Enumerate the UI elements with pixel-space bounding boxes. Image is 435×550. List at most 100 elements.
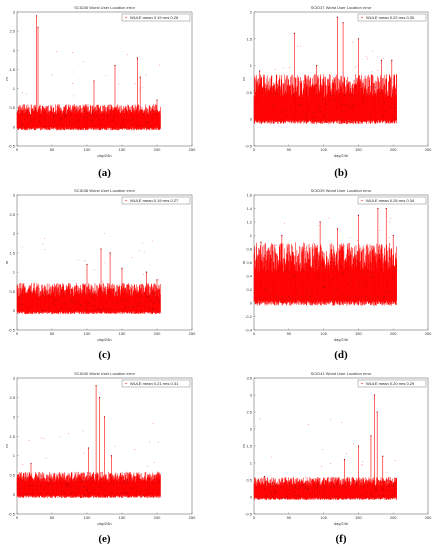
data-point <box>357 104 358 106</box>
data-point <box>366 282 367 284</box>
legend-entry: WULE mean 0.19 rms 0.27 <box>130 198 179 203</box>
data-point <box>59 479 61 481</box>
y-tick-label: 3.5 <box>246 376 252 381</box>
data-point <box>304 120 305 122</box>
data-point <box>16 298 18 300</box>
data-point <box>274 489 275 491</box>
data-point <box>290 111 292 112</box>
data-point <box>385 116 387 118</box>
legend-box <box>121 196 191 205</box>
data-point <box>76 300 78 302</box>
data-point <box>368 87 370 88</box>
data-point <box>389 489 391 491</box>
data-point <box>273 103 275 105</box>
data-point <box>90 292 92 294</box>
subfigure-caption: (a) <box>98 167 111 179</box>
data-point <box>281 234 283 237</box>
data-point <box>263 476 266 478</box>
data-point <box>336 16 339 18</box>
data-point <box>54 289 56 291</box>
data-point <box>291 275 293 276</box>
data-point <box>147 465 149 467</box>
data-point <box>127 479 128 480</box>
data-point <box>76 480 77 482</box>
data-point <box>86 491 88 492</box>
chart-title: SCID41 Worst User Location error <box>311 371 373 376</box>
data-point <box>96 114 97 116</box>
series-wule <box>16 233 161 315</box>
data-point <box>44 309 46 311</box>
data-point <box>67 307 69 308</box>
data-point <box>159 127 160 129</box>
series-wule <box>16 15 161 131</box>
data-point <box>151 291 153 293</box>
data-point <box>288 489 289 491</box>
data-point <box>59 436 61 438</box>
data-point <box>372 485 374 487</box>
data-point <box>389 291 391 293</box>
data-point <box>135 477 136 479</box>
y-tick-label: 1 <box>13 453 16 458</box>
data-point <box>389 88 391 90</box>
data-point <box>34 112 35 114</box>
data-point <box>101 290 102 291</box>
chart-title: SCID36 Worst User Location error <box>74 5 136 10</box>
data-point <box>134 449 136 451</box>
data-point <box>334 298 336 300</box>
data-point <box>295 478 296 480</box>
data-point <box>48 121 50 123</box>
data-point <box>100 124 102 126</box>
data-point <box>302 91 304 92</box>
data-point <box>155 293 157 295</box>
data-point <box>334 293 336 295</box>
data-point <box>316 264 318 265</box>
data-point <box>371 275 373 277</box>
data-point <box>104 115 105 117</box>
data-point <box>305 118 307 120</box>
y-tick-label: 2.5 <box>246 410 252 415</box>
data-point <box>307 487 309 489</box>
data-point <box>361 485 363 486</box>
data-point <box>353 482 355 484</box>
data-point <box>47 292 48 294</box>
data-point <box>366 274 368 275</box>
data-point <box>103 292 105 294</box>
data-point <box>392 495 393 496</box>
data-point <box>270 282 271 284</box>
data-point <box>265 482 267 484</box>
data-point <box>160 494 161 496</box>
data-point <box>330 258 331 259</box>
data-point <box>37 294 38 296</box>
data-point <box>265 100 267 102</box>
data-point <box>357 38 359 40</box>
data-point <box>355 97 357 99</box>
data-point <box>313 112 315 113</box>
data-point <box>379 280 380 282</box>
x-tick-label: 0 <box>16 331 19 336</box>
data-point <box>151 240 153 242</box>
data-point <box>122 119 124 120</box>
data-point <box>60 491 62 493</box>
data-point <box>129 294 131 295</box>
data-point <box>135 490 137 492</box>
data-point <box>132 123 133 125</box>
data-point <box>77 259 79 261</box>
data-point <box>312 290 313 292</box>
data-point <box>366 485 368 487</box>
data-point <box>261 282 263 284</box>
data-point <box>349 95 351 97</box>
x-tick-label: 150 <box>355 331 362 336</box>
data-point <box>92 113 93 115</box>
data-point <box>63 115 65 116</box>
data-point <box>295 102 296 104</box>
data-point <box>131 257 133 259</box>
data-point <box>153 483 155 485</box>
data-point <box>384 101 386 103</box>
data-point <box>109 308 111 310</box>
x-tick-label: 100 <box>320 331 327 336</box>
data-point <box>86 488 87 490</box>
data-point <box>63 490 64 492</box>
data-point <box>274 485 276 487</box>
x-axis-label: day/24h <box>97 521 111 526</box>
data-point <box>53 114 54 115</box>
